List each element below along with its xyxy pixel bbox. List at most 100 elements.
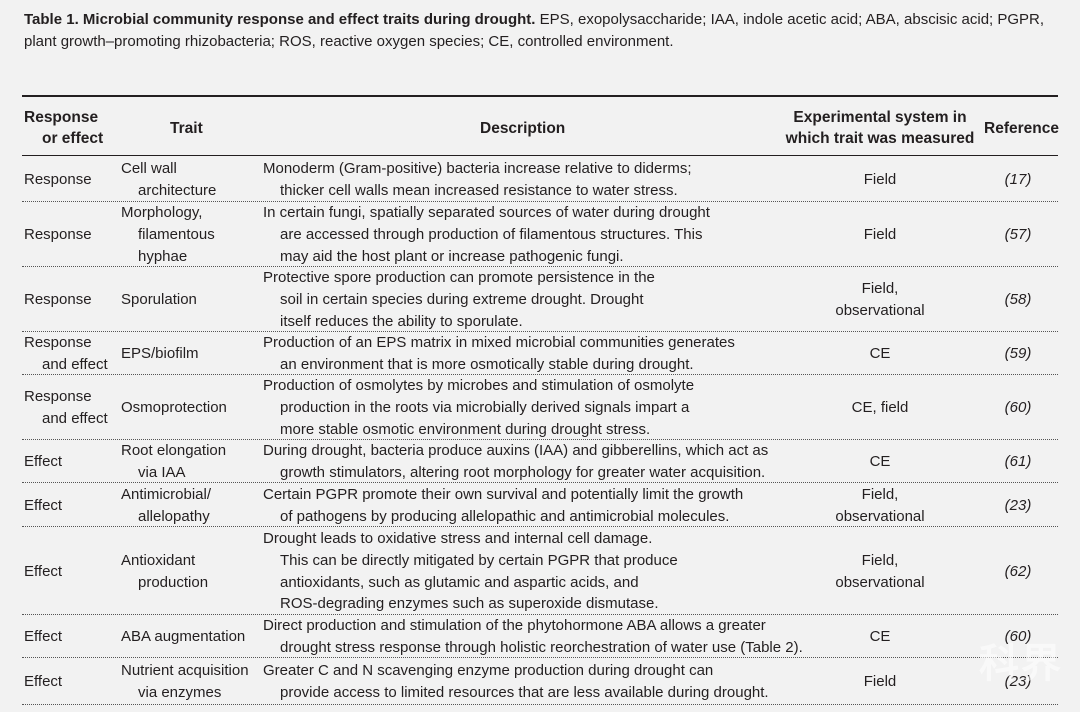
- cell-description-line: In certain fungi, spatially separated so…: [263, 204, 710, 222]
- cell-response: Effect: [24, 441, 119, 483]
- header-response: Response or effect: [24, 107, 103, 149]
- cell-reference-text: (61): [1004, 453, 1032, 471]
- cell-response: Effect: [24, 528, 119, 615]
- cell-description-line: growth stimulators, altering root morpho…: [280, 464, 766, 481]
- cell-experimental-line: Field,: [861, 551, 899, 569]
- cell-description: Certain PGPR promote their own survival …: [263, 484, 793, 527]
- cell-description: Production of osmolytes by microbes and …: [263, 376, 793, 440]
- cell-reference: (61): [980, 441, 1056, 483]
- cell-reference-text: (62): [1004, 562, 1032, 580]
- cell-trait: Cell wall architecture: [121, 157, 261, 202]
- caption-lead: Table 1. Microbial community response an…: [24, 11, 536, 28]
- table-row: Effect Antioxidant production Drought leads…: [22, 528, 1058, 615]
- cell-trait-line: Osmoprotection: [121, 399, 227, 417]
- cell-response: Response: [24, 203, 119, 267]
- cell-description-line: provide access to limited resources that…: [280, 684, 769, 701]
- caption-text: EPS, exopolysaccharide; IAA, indole acet…: [24, 11, 1045, 50]
- cell-trait: ABA augmentation: [121, 616, 261, 658]
- cell-description-line: production in the roots via microbially …: [280, 399, 690, 417]
- cell-description-line: more stable osmotic environment during d…: [280, 420, 651, 438]
- header-experimental-line-2: which trait was measured: [785, 130, 975, 147]
- row-divider: [22, 704, 1058, 705]
- table-caption: Table 1. Microbial community response an…: [24, 9, 1064, 53]
- cell-trait: Nutrient acquisition via enzymes: [121, 659, 261, 705]
- row-divider: [22, 331, 1058, 332]
- table-row: Effect Root elongation via IAA During droug…: [22, 441, 1058, 483]
- cell-reference: (17): [980, 157, 1056, 202]
- cell-response: Response and effect: [24, 333, 119, 375]
- cell-reference-text: (58): [1004, 291, 1032, 309]
- cell-description-line: Monoderm (Gram-positive) bacteria increa…: [263, 159, 692, 177]
- row-divider: [22, 526, 1058, 527]
- cell-experimental-line: CE: [869, 345, 891, 363]
- cell-trait-line: allelopathy: [138, 507, 210, 525]
- cell-trait-line: via enzymes: [138, 684, 222, 701]
- cell-description-line: are accessed through production of filam…: [280, 226, 703, 244]
- cell-trait-line: Antimicrobial/: [121, 485, 212, 503]
- table-row: Response Cell wall architecture Monoderm (G…: [22, 157, 1058, 202]
- cell-trait: Antimicrobial/allelopathy: [121, 484, 261, 527]
- table-row: Effect ABA augmentation Direct production …: [22, 616, 1058, 658]
- row-divider: [22, 614, 1058, 615]
- cell-reference-text: (60): [1004, 628, 1032, 646]
- cell-reference-text: (60): [1004, 399, 1032, 417]
- cell-description-line: This can be directly mitigated by certai…: [280, 551, 678, 569]
- cell-response: Response: [24, 268, 119, 332]
- cell-response-line: Effect: [24, 562, 63, 580]
- cell-experimental: Field: [782, 157, 978, 202]
- cell-trait: Root elongation via IAA: [121, 441, 261, 483]
- cell-experimental-line: Field: [863, 170, 897, 188]
- cell-description-line: During drought, bacteria produce auxins …: [263, 442, 769, 460]
- cell-experimental: CE: [782, 333, 978, 375]
- table-header-rule: [22, 155, 1058, 156]
- table-row: Response Morphology, filamentous hyphae In c…: [22, 203, 1058, 267]
- cell-trait: Morphology, filamentous hyphae: [121, 203, 261, 267]
- cell-description-line: itself reduces the ability to sporulate.: [280, 312, 523, 330]
- cell-reference: (58): [980, 268, 1056, 332]
- table-row: Response Sporulation Protective spore prod…: [22, 268, 1058, 332]
- cell-reference: (60): [980, 376, 1056, 440]
- header-trait: Trait: [170, 118, 203, 139]
- cell-experimental: CE: [782, 616, 978, 658]
- cell-response-line: Response: [24, 291, 92, 309]
- cell-response-line: Response: [24, 226, 92, 244]
- cell-trait-line: Cell wall: [121, 159, 177, 177]
- cell-reference: (57): [980, 203, 1056, 267]
- cell-description-line: Drought leads to oxidative stress and in…: [263, 530, 653, 548]
- cell-description: Monoderm (Gram-positive) bacteria increa…: [263, 157, 793, 202]
- cell-experimental-line: Field: [863, 226, 897, 244]
- table-row: Effect Antimicrobial/allelopathy Certain P…: [22, 484, 1058, 527]
- header-response-line-1: Response: [24, 109, 99, 126]
- cell-response-line: and effect: [42, 410, 108, 427]
- cell-trait-line: via IAA: [138, 464, 186, 481]
- cell-description-line: Greater C and N scavenging enzyme produc…: [263, 662, 714, 680]
- cell-description: Production of an EPS matrix in mixed mic…: [263, 333, 793, 375]
- cell-trait-line: Antioxidant: [121, 551, 196, 569]
- cell-experimental-line: Field: [863, 673, 897, 691]
- cell-response-line: Response: [24, 334, 92, 352]
- header-description-label: Description: [480, 120, 566, 137]
- table-row: Response and effect EPS/biofilm Production …: [22, 333, 1058, 375]
- cell-description: Greater C and N scavenging enzyme produc…: [263, 659, 793, 705]
- cell-experimental: CE, field: [782, 376, 978, 440]
- cell-response-line: Response: [24, 170, 92, 188]
- cell-reference-text: (57): [1004, 226, 1032, 244]
- cell-response-line: Response: [24, 388, 92, 406]
- cell-reference-text: (17): [1004, 170, 1032, 188]
- header-trait-label: Trait: [170, 120, 203, 137]
- cell-reference-text: (59): [1004, 345, 1032, 363]
- cell-experimental: Field, observational: [782, 268, 978, 332]
- cell-description-line: an environment that is more osmotically …: [280, 356, 694, 373]
- cell-experimental-line: observational: [835, 302, 925, 319]
- cell-experimental-line: CE, field: [851, 399, 909, 417]
- cell-experimental-line: Field,: [861, 280, 899, 298]
- cell-reference: (60): [980, 616, 1056, 658]
- header-response-line-2: or effect: [42, 130, 104, 147]
- cell-experimental: Field: [782, 203, 978, 267]
- cell-response: Effect: [24, 484, 119, 527]
- cell-trait-line: filamentous: [138, 226, 215, 244]
- cell-description-line: Protective spore production can promote …: [263, 269, 655, 287]
- header-description: Description: [480, 118, 565, 139]
- header-experimental: Experimental system in which trait was m…: [782, 107, 978, 149]
- cell-reference: (59): [980, 333, 1056, 375]
